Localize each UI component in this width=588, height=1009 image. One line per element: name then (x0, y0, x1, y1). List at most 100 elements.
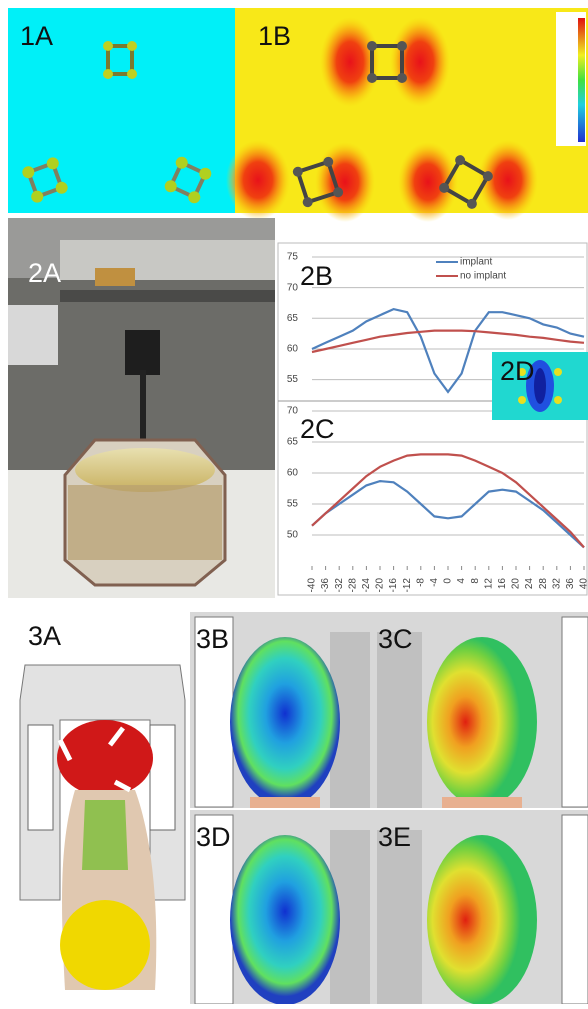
shape (60, 240, 275, 280)
shape (372, 612, 588, 808)
y-tick-label: 70 (287, 282, 299, 293)
shape (367, 41, 407, 83)
shape (250, 797, 320, 808)
x-tick-label: 36 (565, 578, 576, 590)
shape (397, 41, 407, 51)
shape (320, 17, 380, 107)
x-tick-label: -28 (347, 578, 358, 593)
shape (8, 305, 58, 365)
shape (292, 166, 303, 177)
shape (190, 612, 372, 808)
x-tick-label: 4 (456, 578, 467, 584)
shape (68, 485, 222, 560)
shape (518, 368, 526, 376)
head-panels (190, 612, 588, 1005)
shape (441, 157, 491, 207)
panel-3a (8, 600, 188, 1004)
shape (82, 800, 128, 870)
x-tick-label: -24 (361, 578, 372, 593)
x-tick-label: -20 (375, 578, 386, 593)
shape (377, 830, 422, 1004)
panel-label: 3E (378, 822, 411, 852)
shape (442, 797, 522, 808)
panel-1b (226, 8, 588, 222)
shape (295, 159, 341, 205)
x-tick-label: 40 (579, 578, 588, 590)
x-tick-label: -12 (402, 578, 413, 593)
shape (22, 157, 68, 203)
shape (554, 368, 562, 376)
y-tick-label: 65 (287, 313, 299, 324)
shape (190, 810, 372, 1005)
shape (466, 198, 477, 209)
shape (168, 160, 208, 200)
shape (31, 190, 44, 203)
shape (367, 73, 377, 83)
shape (108, 726, 125, 747)
shape (534, 368, 546, 404)
shape (561, 814, 588, 1005)
chart-title: 2B (300, 261, 333, 291)
shape (226, 140, 290, 220)
shape (103, 41, 113, 51)
panel-label: 1A (20, 21, 53, 51)
shape (398, 142, 458, 222)
shape (478, 140, 538, 220)
shape (194, 814, 234, 1005)
shape (103, 41, 137, 79)
x-tick-label: 16 (497, 578, 508, 590)
x-tick-label: -4 (429, 578, 440, 587)
panel-label: 3C (378, 624, 413, 654)
shape (561, 616, 588, 808)
shape (199, 167, 212, 180)
x-tick-label: 12 (483, 578, 494, 590)
shape (106, 44, 134, 76)
shape (8, 8, 235, 213)
panel-label: 1B (258, 21, 291, 51)
shape (55, 181, 68, 194)
panel-1a (8, 8, 235, 213)
shape (439, 155, 493, 209)
shape (194, 616, 234, 808)
y-tick-label: 75 (287, 252, 299, 263)
shape (95, 268, 135, 286)
series-line (311, 329, 585, 354)
shape (370, 44, 404, 80)
shape (140, 370, 146, 480)
shape (390, 17, 450, 107)
shape (323, 156, 334, 167)
series-line (311, 307, 585, 394)
shape (230, 637, 340, 807)
shape (439, 182, 450, 193)
x-tick-label: 28 (538, 578, 549, 590)
shape (22, 166, 35, 179)
x-tick-label: -40 (307, 578, 318, 593)
shape (554, 396, 562, 404)
shape (578, 18, 585, 142)
x-tick-label: -8 (415, 578, 426, 587)
shape (175, 156, 188, 169)
shape (377, 632, 422, 808)
x-tick-label: 0 (443, 578, 454, 584)
shape (127, 41, 137, 51)
shape (164, 180, 177, 193)
shape (427, 835, 537, 1005)
shape (367, 41, 377, 51)
shape (427, 637, 537, 807)
shape (60, 290, 275, 302)
y-tick-label: 60 (287, 468, 299, 479)
legend-label: implant (460, 257, 492, 268)
panel-label: 3B (196, 624, 229, 654)
legend-label: no implant (460, 271, 506, 282)
shape (164, 156, 212, 204)
shape (230, 835, 340, 1005)
y-tick-label: 55 (287, 499, 299, 510)
shape (518, 396, 526, 404)
shape (25, 160, 65, 200)
x-tick-label: -16 (388, 578, 399, 593)
shape (302, 197, 313, 208)
shape (149, 724, 176, 831)
shape (315, 142, 375, 222)
